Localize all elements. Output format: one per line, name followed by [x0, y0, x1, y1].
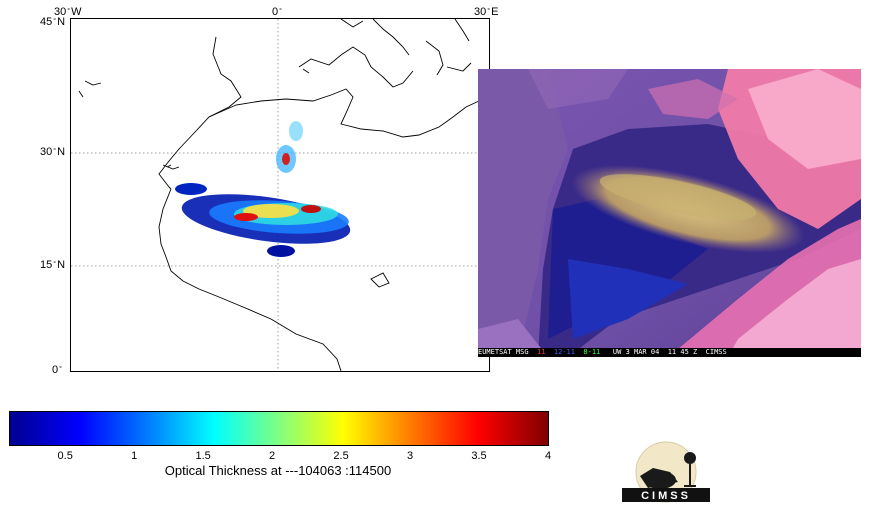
degree-symbol: °	[487, 8, 491, 15]
cloud-southwest	[478, 319, 548, 357]
cimss-logo: CIMSS	[622, 441, 710, 503]
lat-label-15n: 15°N	[40, 259, 66, 271]
cloud-northwest	[528, 69, 628, 109]
graticule	[71, 19, 489, 371]
colorbar-tick-label: 3	[406, 450, 414, 462]
lat-label-0: 0°	[52, 364, 62, 376]
aod-region-high-2	[301, 205, 321, 213]
colorbar-title: Optical Thickness at ---104063 :114500	[164, 463, 392, 478]
degree-symbol: °	[67, 8, 71, 15]
colorbar	[9, 411, 549, 446]
colorbar-tick-label: 0.5	[57, 450, 73, 462]
aod-region-north-2	[289, 121, 303, 141]
degree-symbol: °	[53, 18, 57, 25]
cloud-north	[648, 79, 738, 119]
aod-region-south	[267, 245, 295, 257]
degree-symbol: °	[59, 366, 62, 373]
colorbar-tick-label: 1	[131, 450, 138, 462]
lon-label-30w: 30°W	[54, 6, 82, 18]
map-canvas	[71, 19, 489, 371]
sahel-land	[568, 259, 688, 339]
lon-label-30e: 30°E	[474, 6, 499, 18]
satellite-caption: EUMETSAT MSG 11 12-11 8-11 UW 3 MAR 04 1…	[478, 348, 861, 357]
aod-region-west	[175, 183, 207, 195]
cloud-northeast-bright	[748, 69, 861, 169]
atlantic-ocean	[478, 69, 568, 357]
degree-symbol: °	[53, 261, 57, 268]
aod-region-north-core	[282, 153, 290, 165]
aod-map	[70, 18, 490, 372]
aod-region-midhigh	[243, 204, 299, 218]
dust-plume-core	[599, 174, 757, 220]
colorbar-tick-label: 3.5	[471, 450, 487, 462]
colorbar-tick-label: 4	[544, 450, 552, 462]
lat-label-30n: 30°N	[40, 146, 66, 158]
lat-label-45n: 45°N	[40, 16, 66, 28]
colorbar-tick-label: 2	[269, 450, 276, 462]
colorbar-tick-label: 2.5	[333, 450, 349, 462]
logo-text: CIMSS	[641, 490, 691, 502]
lon-label-0: 0°	[272, 6, 282, 18]
cloud-band-south-bright	[728, 259, 861, 357]
logo-satellite-dish	[640, 468, 678, 488]
degree-symbol: °	[53, 148, 57, 155]
aod-plume	[175, 121, 351, 257]
logo-globe	[684, 452, 696, 464]
degree-symbol: °	[279, 8, 282, 15]
aod-region-high	[234, 213, 258, 221]
logo-banner	[622, 488, 710, 502]
satellite-image	[478, 69, 861, 357]
satellite-canvas	[478, 69, 861, 357]
colorbar-tick-label: 1.5	[195, 450, 211, 462]
coastline	[78, 19, 480, 371]
